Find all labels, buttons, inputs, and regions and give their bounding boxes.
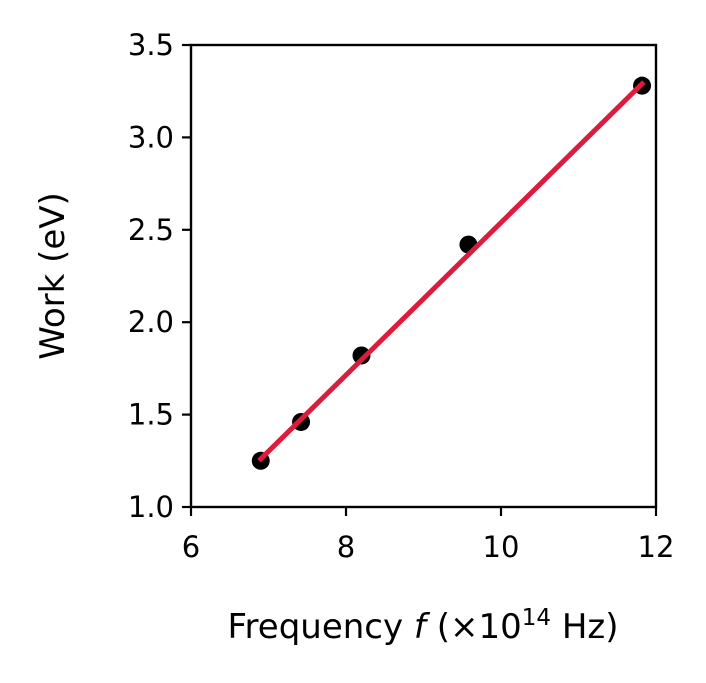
y-tick-label: 3.0 <box>128 120 174 154</box>
x-axis-label-prefix: Frequency <box>227 607 413 647</box>
x-tick-label: 6 <box>182 530 200 564</box>
x-axis-label-suffix: Hz) <box>551 607 619 647</box>
plot-area <box>191 45 656 507</box>
x-axis-ticks: 6 8 10 12 <box>182 507 675 564</box>
x-axis-label-exponent: 14 <box>522 605 551 631</box>
y-tick-label: 2.0 <box>128 305 174 339</box>
data-point <box>352 346 371 365</box>
data-layer <box>251 76 652 470</box>
y-axis-ticks: 1.0 1.5 2.0 2.5 3.0 3.5 <box>128 28 191 524</box>
plot-frame <box>189 43 658 509</box>
x-tick-label: 10 <box>483 530 520 564</box>
y-tick-label: 3.5 <box>128 28 174 62</box>
x-axis-label-middle: (×10 <box>426 607 522 647</box>
x-tick-label: 8 <box>337 530 355 564</box>
y-axis-label: Work (eV) <box>33 192 73 360</box>
y-tick-label: 2.5 <box>128 213 174 247</box>
y-tick-label: 1.0 <box>128 490 174 524</box>
fit-line <box>257 80 646 463</box>
x-axis-label: Frequency f (×1014 Hz) <box>227 605 618 647</box>
y-tick-label: 1.5 <box>128 398 174 432</box>
x-tick-label: 12 <box>638 530 675 564</box>
